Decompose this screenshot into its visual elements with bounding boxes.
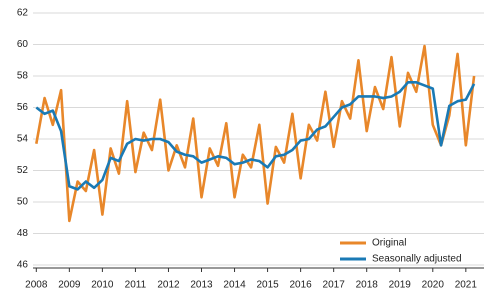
x-tick-label: 2008 <box>25 280 48 291</box>
series-line <box>35 81 476 191</box>
legend-label: Original <box>372 238 406 249</box>
x-tick-label: 2015 <box>256 280 279 291</box>
y-tick-label: 60 <box>17 39 29 50</box>
x-tick-label: 2019 <box>389 280 412 291</box>
series-line <box>35 44 476 223</box>
y-tick-label: 48 <box>17 228 29 239</box>
x-tick-label: 2017 <box>323 280 346 291</box>
x-tick-label: 2011 <box>125 280 147 291</box>
y-tick-label: 56 <box>17 102 29 113</box>
x-tick-label: 2016 <box>290 280 313 291</box>
y-tick-label: 50 <box>17 197 29 208</box>
x-tick-label: 2014 <box>223 280 246 291</box>
x-tick-label: 2021 <box>455 280 478 291</box>
x-tick-label: 2009 <box>58 280 81 291</box>
x-tick-label: 2018 <box>356 280 379 291</box>
x-tick-label: 2013 <box>190 280 213 291</box>
x-tick-label: 2012 <box>157 280 180 291</box>
y-tick-label: 52 <box>17 165 29 176</box>
y-tick-label: 62 <box>17 8 29 19</box>
x-tick-label: 2020 <box>422 280 445 291</box>
legend-label: Seasonally adjusted <box>372 254 462 265</box>
y-tick-label: 46 <box>17 260 29 271</box>
y-tick-label: 54 <box>17 134 29 145</box>
y-tick-label: 58 <box>17 71 29 82</box>
x-tick-label: 2010 <box>91 280 114 291</box>
